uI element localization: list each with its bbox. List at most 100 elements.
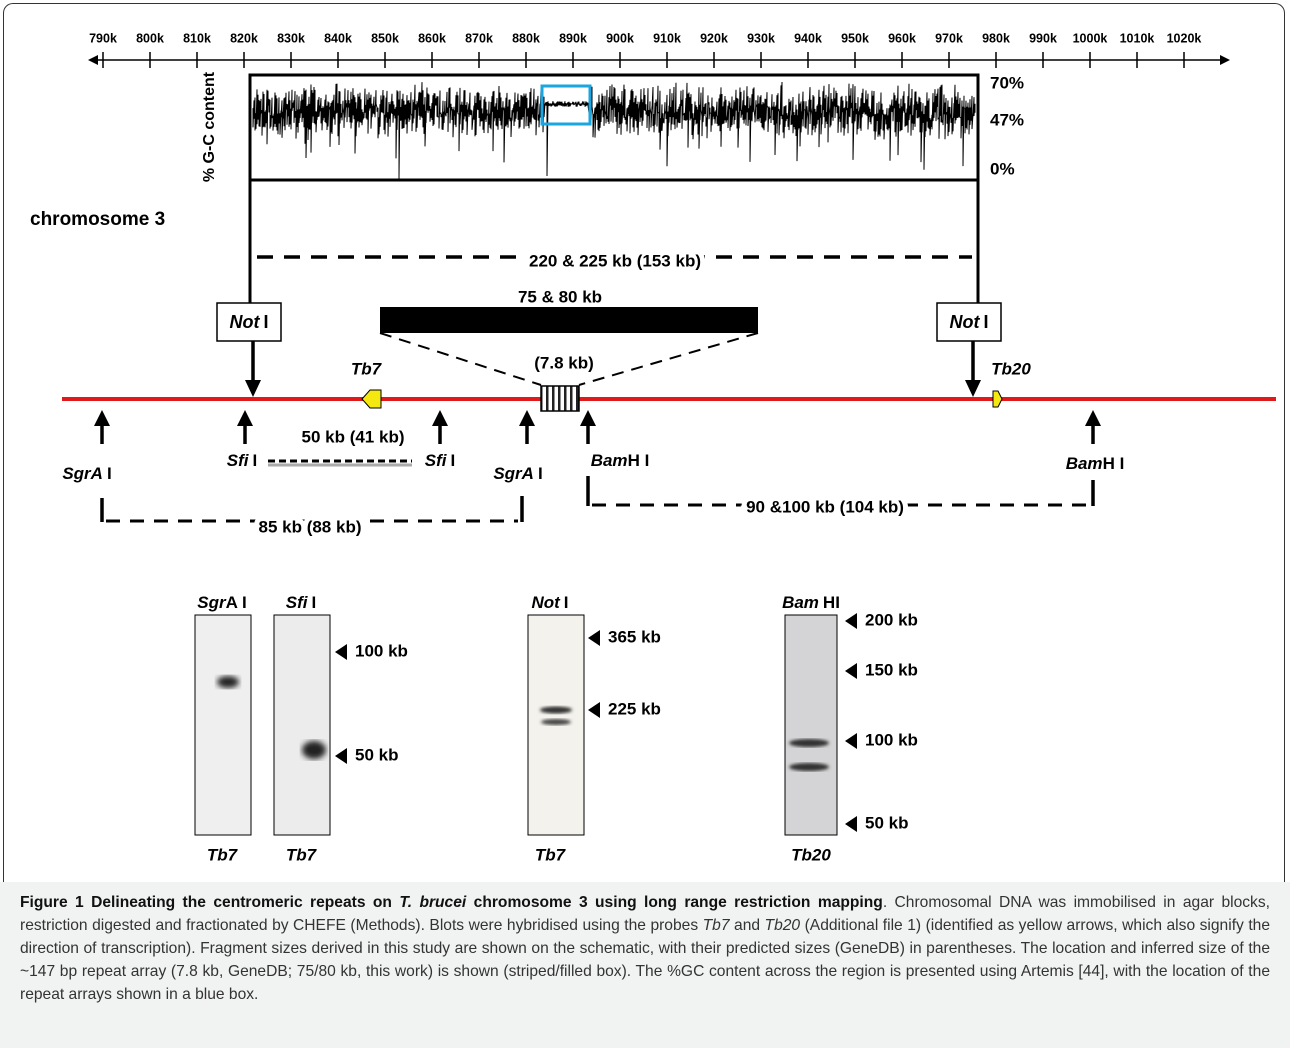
caption-probe: Tb7 (702, 917, 730, 934)
caption-text: . Chromosomal DNA was immobilised in aga… (20, 894, 1270, 934)
blot-band (789, 763, 829, 771)
blot: Sfi I Tb7 (273, 593, 331, 864)
scale-tick-label: 930k (747, 31, 775, 45)
site-label: BamH I (591, 451, 650, 470)
marker-arrow (845, 613, 857, 629)
blot-probe: Tb7 (286, 845, 318, 864)
repeat-highlight-box (540, 84, 592, 126)
scale-tick-label: 1000k (1073, 31, 1108, 45)
scale-tick-label: 950k (841, 31, 869, 45)
gc-level: 70% (990, 73, 1024, 92)
marker-label: 200 kb (865, 610, 918, 629)
enzyme-suffix: I (107, 464, 112, 483)
blot: Not I Tb7 (527, 593, 585, 864)
fragment-label: 85 kb (88 kb) (259, 517, 362, 536)
gene-label: Tb20 (991, 359, 1031, 378)
blot-lane (273, 614, 331, 836)
scale-tick-label: 1020k (1167, 31, 1202, 45)
enzyme: SgrA (493, 464, 534, 483)
marker-label: 50 kb (865, 813, 908, 832)
marker-label: 100 kb (355, 641, 408, 660)
repeat-array-box (540, 385, 580, 412)
enzyme: Not (229, 312, 260, 332)
enzyme: Not (531, 593, 561, 612)
enzyme: Sgr (197, 593, 227, 612)
scale-tick-label: 830k (277, 31, 305, 45)
site-label: Sfi I (227, 451, 257, 470)
site-label: BamH I (1066, 454, 1125, 473)
enzyme-suffix: I (538, 464, 543, 483)
blot-enzyme: Sfi I (286, 593, 316, 612)
scale-tick-label: 800k (136, 31, 164, 45)
enzyme-suffix: H I (628, 451, 650, 470)
size-markers: 100 kb 50 kb 365 kb 225 kb 200 kb 150 kb 100 k… (335, 610, 918, 832)
scale-axis: 790k 800k 810k 820k 830k 840k 850k 860k 870k 880k… (88, 31, 1230, 68)
repeat-bar (380, 307, 758, 333)
blot: Bam HI Tb20 (782, 593, 840, 864)
scale-tick-label: 990k (1029, 31, 1057, 45)
caption-text: (Additional file 1) (identified as yello… (20, 917, 1271, 1003)
blot-enzyme: SgrA I (197, 593, 246, 612)
enzyme: Sfi (227, 451, 250, 470)
arrow-head (245, 380, 981, 397)
site-label: Sfi I (425, 451, 455, 470)
gene-label: Tb7 (351, 359, 383, 378)
site-label: SgrA I (62, 464, 111, 483)
marker-label: 365 kb (608, 627, 661, 646)
enzyme-suffix: HI (823, 593, 840, 612)
gene-arrow (992, 390, 1003, 408)
site-box (936, 302, 1002, 342)
blot-enzyme: Bam HI (782, 593, 840, 612)
blot-probe: Tb20 (791, 845, 831, 864)
scale-tick-label: 870k (465, 31, 493, 45)
scale-tick-label: 880k (512, 31, 540, 45)
enzyme-suffix: I (253, 451, 258, 470)
enzyme-suffix: H I (1103, 454, 1125, 473)
site-box (216, 302, 282, 342)
fragment-label: 90 &100 kb (104 kb) (746, 497, 904, 516)
scale-tick-label: 890k (559, 31, 587, 45)
blot-band (302, 741, 326, 759)
scale-tick-label: 820k (230, 31, 258, 45)
enzyme: Bam (591, 451, 628, 470)
scale-tick-label: 970k (935, 31, 963, 45)
blot-band (789, 739, 829, 747)
caption-text: and (729, 917, 765, 934)
marker-arrow (588, 702, 600, 718)
marker-arrow (845, 733, 857, 749)
scale-tick-label: 840k (324, 31, 352, 45)
chromosome-label: chromosome 3 (30, 209, 165, 230)
enzyme-suffix: A I (226, 593, 247, 612)
site-arrows (94, 410, 1101, 444)
blot: SgrA I Tb7 (194, 593, 252, 864)
scale-tick-label: 920k (700, 31, 728, 45)
enzyme: Sfi (286, 593, 309, 612)
repeat-size-label: 75 & 80 kb (518, 287, 602, 306)
marker-arrow (845, 663, 857, 679)
caption-title: Figure 1 Delineating the centromeric rep… (20, 894, 400, 911)
marker-arrow (588, 630, 600, 646)
gene-arrow (361, 389, 382, 409)
arrow-head (94, 410, 1101, 426)
scale-tick-label: 980k (982, 31, 1010, 45)
gc-level: 47% (990, 110, 1024, 129)
zoom-lines (379, 332, 759, 386)
enzyme-suffix: I (263, 312, 268, 332)
caption-title: chromosome 3 using long range restrictio… (466, 894, 883, 911)
gc-trace (252, 81, 976, 179)
enzyme: Not (949, 312, 980, 332)
scale-tick-label: 790k (89, 31, 117, 45)
fragment-end (100, 496, 524, 522)
figure: 790k 800k 810k 820k 830k 840k 850k 860k 870k 880k… (30, 31, 1276, 864)
marker-label: 150 kb (865, 660, 918, 679)
marker-label: 100 kb (865, 730, 918, 749)
enzyme: Bam (782, 593, 819, 612)
scale-tick-label: 910k (653, 31, 681, 45)
blot-band (540, 706, 572, 714)
blot-band (541, 719, 571, 725)
scale-tick-label: 960k (888, 31, 916, 45)
arrow-shaft (100, 424, 1095, 444)
caption-title-species: T. brucei (399, 894, 467, 911)
enzyme: Sfi (425, 451, 448, 470)
